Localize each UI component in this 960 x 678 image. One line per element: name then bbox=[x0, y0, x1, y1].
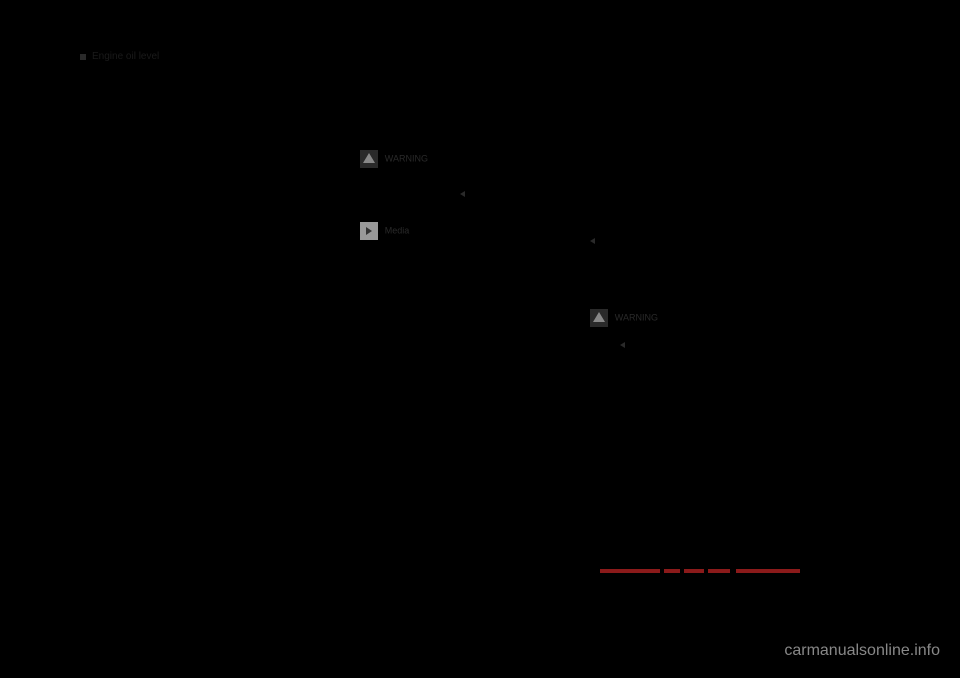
triangle-marker-row-3 bbox=[620, 339, 830, 353]
triangle-marker-row-1 bbox=[460, 188, 560, 202]
warning-row: WARNING bbox=[360, 150, 560, 168]
watermark-text: carmanualsonline.info bbox=[784, 642, 940, 660]
warning-triangle-icon bbox=[360, 150, 378, 168]
middle-column: WARNING Media bbox=[360, 50, 560, 248]
bullet-text: Engine oil level bbox=[92, 50, 159, 64]
media-label: Media bbox=[385, 226, 410, 236]
bullet-marker bbox=[80, 54, 86, 60]
right-column: WARNING bbox=[590, 50, 830, 361]
red-divider-bar bbox=[600, 569, 800, 573]
left-triangle-icon bbox=[460, 191, 465, 197]
warning-label: WARNING bbox=[385, 154, 428, 164]
warning-label-2: WARNING bbox=[615, 313, 658, 323]
play-icon bbox=[360, 222, 378, 240]
page-container: Engine oil level WARNING Media WARNING bbox=[0, 0, 960, 678]
left-column: Engine oil level bbox=[80, 50, 320, 68]
bullet-item: Engine oil level bbox=[80, 50, 320, 64]
warning-triangle-icon-2 bbox=[590, 309, 608, 327]
left-triangle-icon-2 bbox=[590, 238, 595, 244]
media-row: Media bbox=[360, 222, 560, 240]
warning-row-2: WARNING bbox=[590, 309, 830, 327]
left-triangle-icon-3 bbox=[620, 342, 625, 348]
triangle-marker-row-2 bbox=[590, 235, 830, 249]
